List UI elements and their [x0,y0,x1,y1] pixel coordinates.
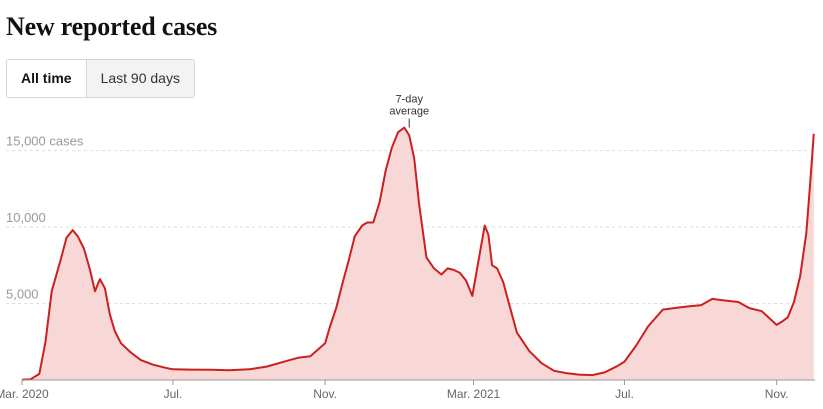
x-tick-label: Mar. 2020 [0,387,49,401]
annotation-line-1: 7-day [395,94,423,106]
x-tick-label: Nov. [313,387,337,401]
y-tick-label: 10,000 [6,210,46,225]
y-tick-label: 5,000 [6,287,39,302]
x-tick-label: Jul. [164,387,183,401]
annotation-line-2: average [389,106,429,118]
seven-day-average-line [21,126,815,381]
cases-area-fill [22,127,814,380]
time-range-tabs: All time Last 90 days [6,59,195,98]
x-tick-label: Nov. [765,387,789,401]
y-tick-label: 15,000 cases [6,134,84,149]
x-tick-label: Jul. [615,387,634,401]
x-tick-labels: Mar. 2020 Jul. Nov. Mar. 2021 Jul. Nov. [0,380,789,401]
tab-all-time[interactable]: All time [7,60,87,97]
chart-title: New reported cases [6,12,218,41]
x-tick-label: Mar. 2021 [447,387,501,401]
seven-day-average-annotation: 7-day average [389,94,429,128]
y-tick-labels: 5,000 10,000 15,000 cases [6,134,84,302]
tab-last-90-days[interactable]: Last 90 days [86,60,194,97]
